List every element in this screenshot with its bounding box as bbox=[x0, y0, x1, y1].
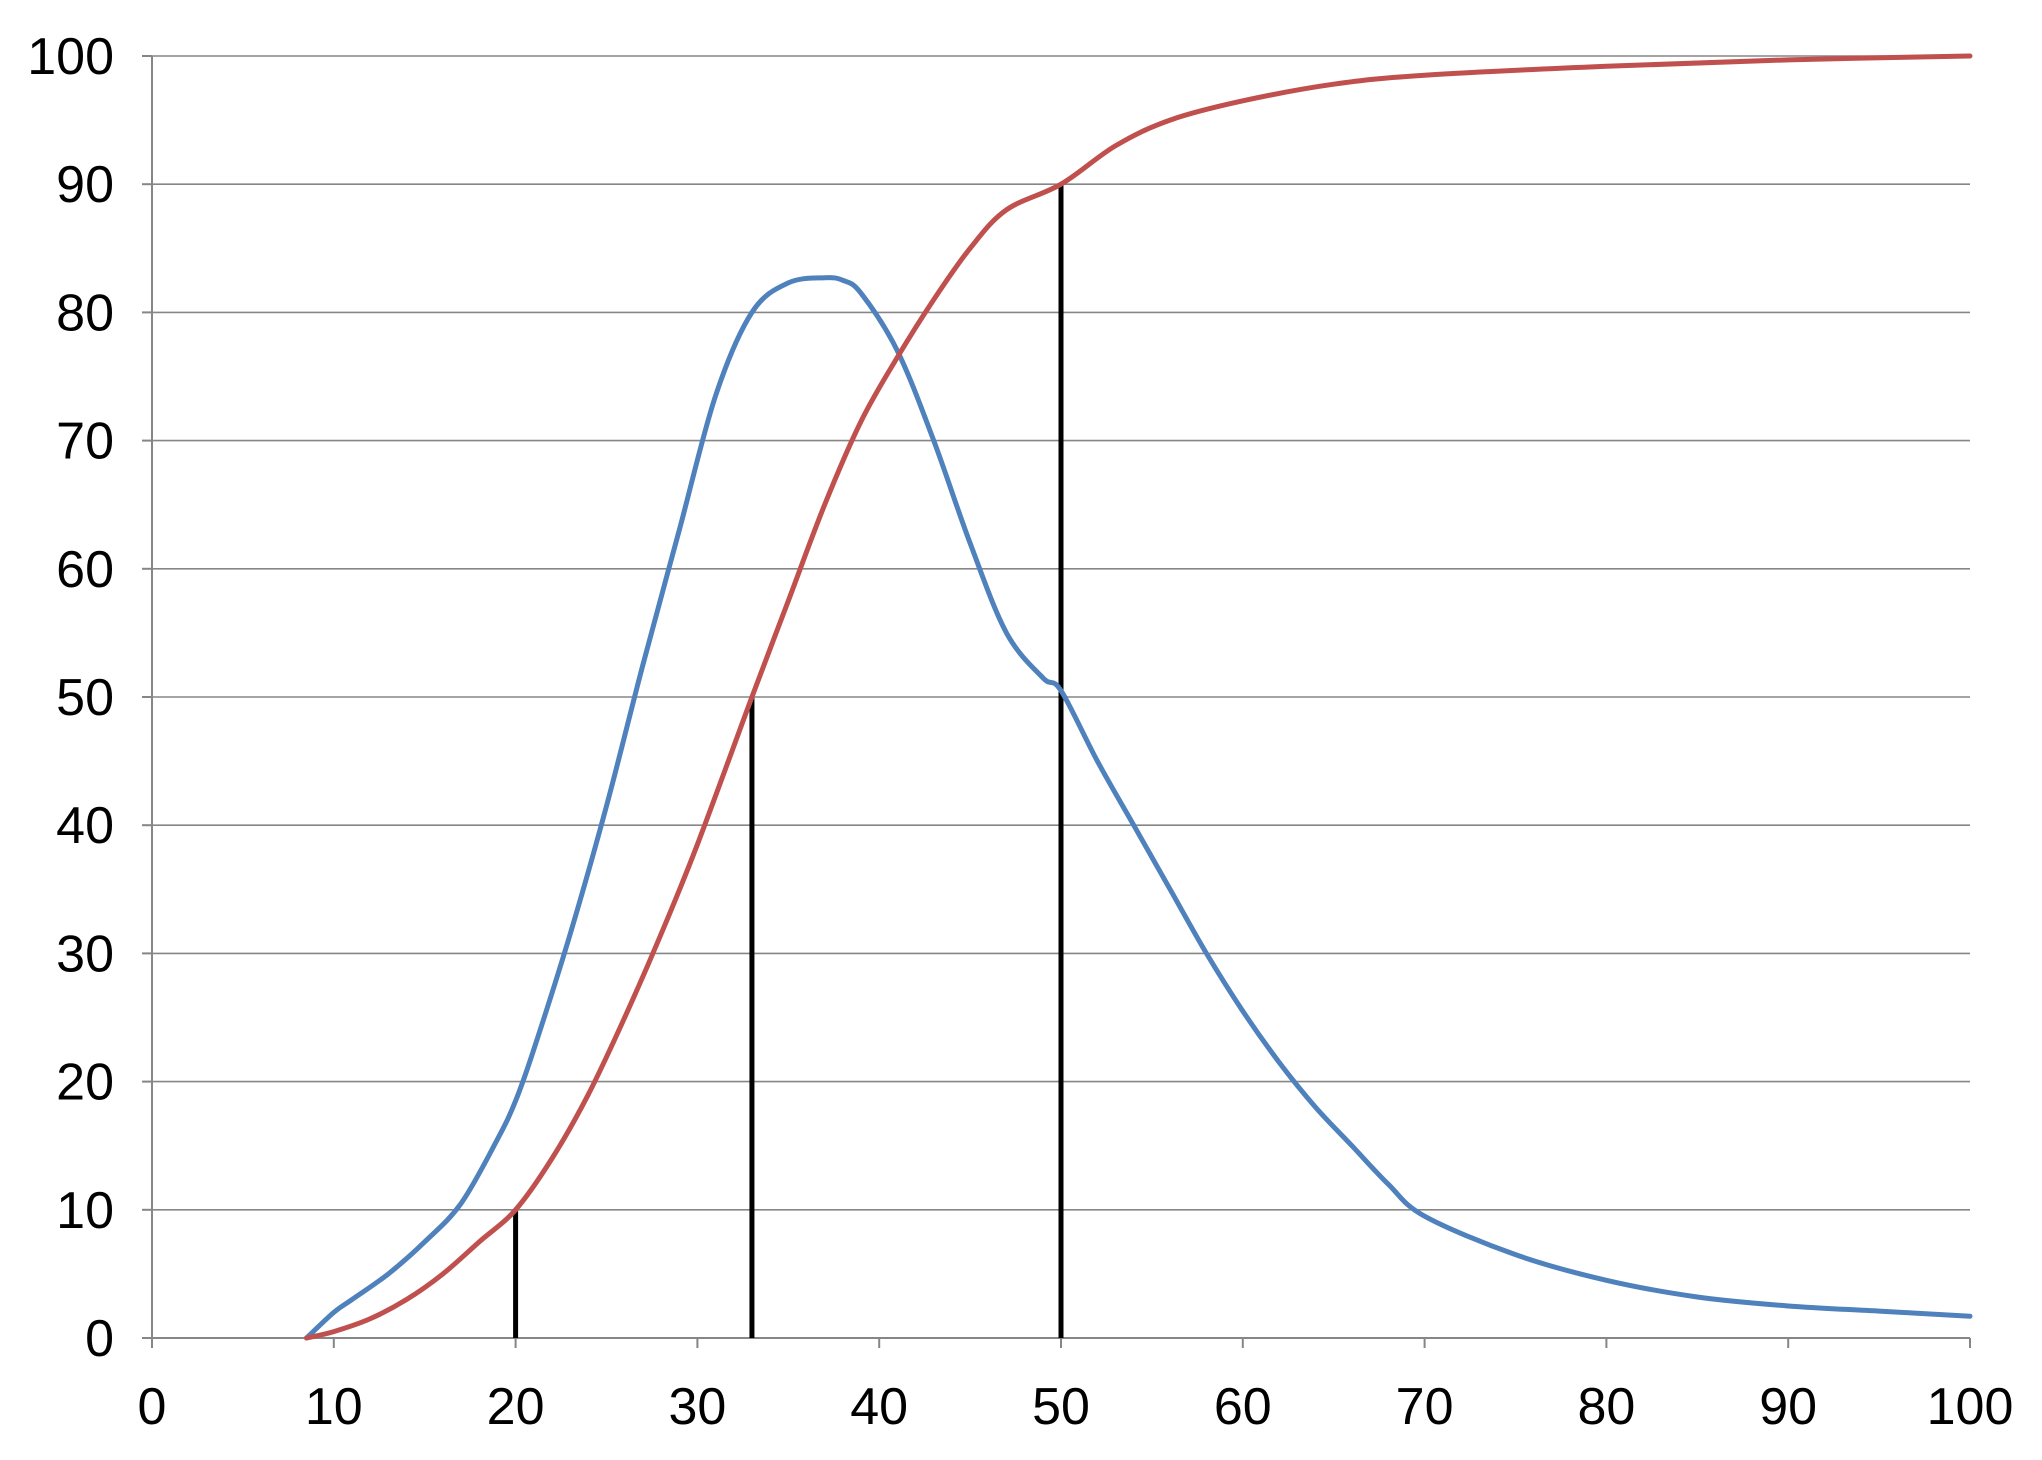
y-tick-label: 40 bbox=[56, 797, 114, 855]
y-tick-label: 10 bbox=[56, 1182, 114, 1240]
x-tick-label: 20 bbox=[487, 1378, 545, 1436]
y-tick-label: 70 bbox=[56, 413, 114, 471]
x-tick-label: 80 bbox=[1577, 1378, 1635, 1436]
y-tick-label: 60 bbox=[56, 541, 114, 599]
x-tick-label: 30 bbox=[668, 1378, 726, 1436]
x-tick-label: 70 bbox=[1396, 1378, 1454, 1436]
series-layer bbox=[304, 53, 1973, 1341]
x-tick-label: 0 bbox=[138, 1378, 167, 1436]
x-tick-label: 50 bbox=[1032, 1378, 1090, 1436]
x-tick-label: 60 bbox=[1214, 1378, 1272, 1436]
marker-layer bbox=[513, 184, 1064, 1338]
x-tick-label: 90 bbox=[1759, 1378, 1817, 1436]
label-layer: 0 10 20 30 40 50 60 70 80 90 100 0 10 20 30 40 50 60 70 80 9… bbox=[27, 28, 2013, 1436]
x-tick-label: 40 bbox=[850, 1378, 908, 1436]
x-tick-label: 100 bbox=[1927, 1378, 2014, 1436]
y-tick-label: 50 bbox=[56, 669, 114, 727]
y-tick-label: 0 bbox=[85, 1310, 114, 1368]
axis-layer bbox=[142, 55, 1971, 1348]
density-curve-line bbox=[304, 275, 1973, 1341]
x-tick-label: 10 bbox=[305, 1378, 363, 1436]
cumulative-curve-line bbox=[304, 53, 1973, 1341]
y-tick-label: 30 bbox=[56, 925, 114, 983]
y-tick-label: 20 bbox=[56, 1054, 114, 1112]
y-tick-label: 90 bbox=[56, 156, 114, 214]
y-tick-label: 80 bbox=[56, 284, 114, 342]
y-tick-label: 100 bbox=[27, 28, 114, 86]
